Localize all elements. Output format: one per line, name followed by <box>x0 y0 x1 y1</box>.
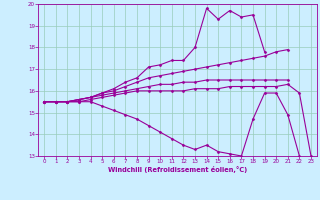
X-axis label: Windchill (Refroidissement éolien,°C): Windchill (Refroidissement éolien,°C) <box>108 166 247 173</box>
